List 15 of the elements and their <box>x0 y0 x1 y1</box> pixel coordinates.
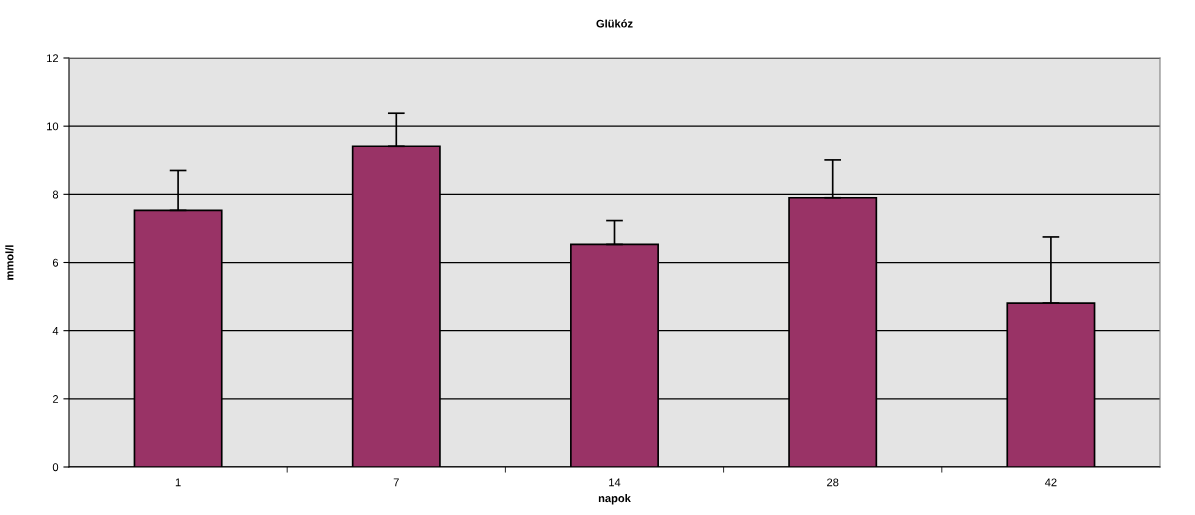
chart-title: Glükóz <box>596 19 633 28</box>
y-tick-label: 8 <box>52 190 59 199</box>
x-tick-label: 14 <box>609 478 621 487</box>
y-tick-label: 2 <box>52 395 59 403</box>
y-tick-label: 0 <box>52 463 59 472</box>
x-tick-label: 42 <box>1044 478 1057 487</box>
x-tick-label: 7 <box>393 478 399 487</box>
y-tick-label: 12 <box>47 54 59 63</box>
x-tick-label: 1 <box>175 478 181 487</box>
y-tick-label: 6 <box>52 258 59 267</box>
x-tick-label: 28 <box>827 478 839 487</box>
x-axis-title: napok <box>598 494 631 505</box>
y-tick-label: 10 <box>47 122 59 131</box>
y-tick-label: 4 <box>52 327 59 335</box>
y-axis-title: mmol/l <box>5 245 14 280</box>
